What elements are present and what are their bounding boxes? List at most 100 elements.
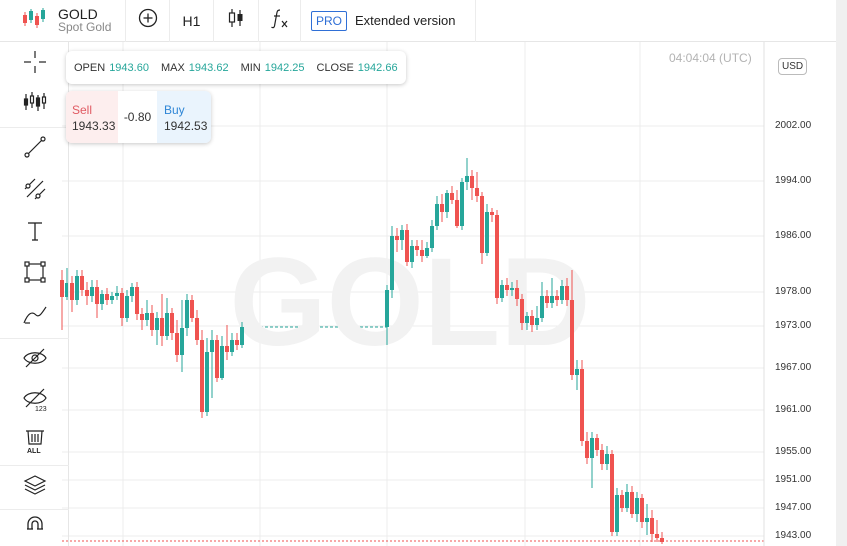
- price-tick-label: 1947.00: [775, 502, 812, 513]
- right-scrollbar[interactable]: [836, 0, 847, 546]
- sell-button[interactable]: Sell 1943.33: [66, 91, 118, 143]
- candle: [630, 486, 634, 518]
- candle: [440, 194, 444, 222]
- candle: [445, 190, 449, 218]
- brush-tool[interactable]: [0, 296, 69, 336]
- candle: [130, 283, 134, 302]
- tool-separator: [0, 127, 69, 128]
- hide-indicators-icon: 123: [22, 388, 48, 417]
- candle: [585, 432, 589, 464]
- price-tick-label: 1994.00: [775, 175, 812, 186]
- candle-body: [555, 296, 559, 300]
- candle-body: [470, 176, 474, 188]
- candle: [65, 268, 69, 300]
- candle-body: [220, 346, 224, 378]
- candle-body: [630, 492, 634, 514]
- compare-symbol-button[interactable]: [126, 0, 170, 42]
- candle-body: [580, 369, 584, 441]
- candle: [500, 280, 504, 302]
- candle: [505, 278, 509, 296]
- candle: [160, 294, 164, 346]
- candle: [625, 484, 629, 512]
- crosshair-icon: [23, 50, 47, 79]
- tool-separator: [0, 338, 69, 339]
- candle: [435, 196, 439, 230]
- indicator-tool[interactable]: [0, 84, 69, 124]
- buy-button[interactable]: Buy 1942.53: [157, 91, 211, 143]
- candle: [75, 270, 79, 305]
- candle-body: [165, 313, 169, 336]
- candle: [225, 325, 229, 360]
- extended-version-label: Extended version: [355, 13, 456, 28]
- delete-all-tool[interactable]: ALL: [0, 423, 69, 463]
- min-label: MIN: [240, 61, 261, 74]
- candle-body: [155, 318, 159, 330]
- candle-body: [495, 215, 499, 298]
- candle-body: [635, 498, 639, 514]
- candle: [430, 220, 434, 252]
- candle-body: [80, 276, 84, 290]
- symbol-name: GOLD: [58, 6, 98, 22]
- candle: [200, 330, 204, 418]
- candle-body: [385, 290, 389, 327]
- candle-body: [525, 316, 529, 323]
- currency-selector[interactable]: USD: [778, 58, 808, 75]
- close-value: 1942.66: [357, 61, 398, 74]
- timeframe-button[interactable]: H1: [170, 0, 214, 42]
- candle-body: [205, 352, 209, 412]
- indicators-icon: [23, 91, 47, 118]
- candle-body: [170, 313, 174, 333]
- indicators-button[interactable]: [259, 0, 301, 42]
- candle: [180, 300, 184, 372]
- candle: [185, 294, 189, 336]
- hide-drawings-tool[interactable]: [0, 340, 69, 380]
- candle: [145, 300, 149, 326]
- candle-body: [110, 296, 114, 300]
- candle-body: [60, 280, 64, 297]
- text-icon: [25, 220, 45, 247]
- trendline-tool[interactable]: [0, 129, 69, 169]
- symbol-description: Spot Gold: [58, 20, 112, 34]
- candle-body: [520, 299, 524, 323]
- magnet-tool[interactable]: [0, 509, 69, 546]
- candle-body: [115, 293, 119, 296]
- candle-body: [95, 287, 99, 304]
- candle-body: [530, 316, 534, 325]
- candle: [195, 310, 199, 345]
- fib-tool[interactable]: [0, 171, 69, 211]
- candle: [655, 520, 659, 542]
- extended-version-link[interactable]: PRO Extended version: [301, 0, 477, 42]
- layers-tool[interactable]: [0, 467, 69, 507]
- candle-body: [100, 294, 104, 304]
- ohlc-legend: OPEN 1943.60 MAX 1943.62 MIN 1942.25 CLO…: [66, 51, 406, 84]
- candle-body: [435, 204, 439, 226]
- hide-drawings-icon: [22, 347, 48, 374]
- candle-body: [200, 340, 204, 412]
- candle-body: [645, 518, 649, 522]
- candle: [595, 434, 599, 456]
- price-tick-label: 1955.00: [775, 446, 812, 457]
- chart-type-button[interactable]: [214, 0, 259, 42]
- candle-body: [145, 313, 149, 320]
- candle-body: [590, 438, 594, 458]
- candle-body: [480, 196, 484, 253]
- magnet-icon: [24, 515, 46, 544]
- candle-body: [235, 340, 239, 345]
- candle: [510, 282, 514, 296]
- candle: [485, 204, 489, 256]
- symbol-selector[interactable]: GOLD Spot Gold: [0, 0, 126, 42]
- candle: [465, 158, 469, 190]
- rectangle-tool[interactable]: [0, 254, 69, 294]
- candle-body: [140, 314, 144, 320]
- candle-body: [510, 288, 514, 290]
- candle: [620, 490, 624, 512]
- candle: [570, 270, 574, 380]
- hide-indicators-tool[interactable]: 123: [0, 382, 69, 422]
- candle-body: [85, 290, 89, 296]
- crosshair-tool[interactable]: [0, 44, 69, 84]
- candle-body: [70, 283, 74, 300]
- price-tick-label: 1986.00: [775, 230, 812, 241]
- text-tool[interactable]: [0, 213, 69, 253]
- spread-value: -0.80: [123, 110, 152, 124]
